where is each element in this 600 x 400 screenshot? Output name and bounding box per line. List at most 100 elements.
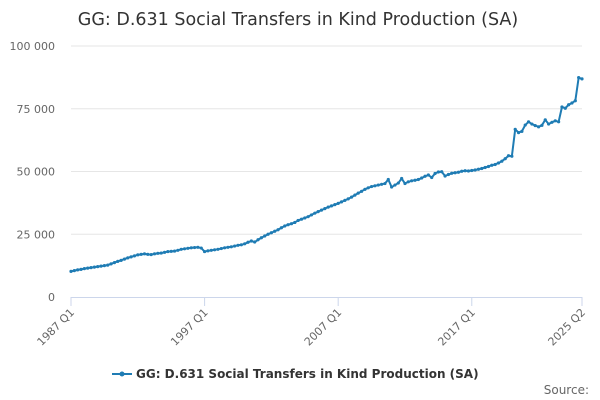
data-point[interactable] <box>176 248 180 252</box>
data-point[interactable] <box>430 175 434 180</box>
data-point[interactable] <box>196 245 200 249</box>
data-point[interactable] <box>166 249 170 254</box>
data-point[interactable] <box>116 259 120 263</box>
data-point[interactable] <box>503 157 507 161</box>
data-point[interactable] <box>299 217 304 221</box>
data-point[interactable] <box>563 106 567 110</box>
data-point[interactable] <box>219 246 223 251</box>
data-point[interactable] <box>236 243 240 247</box>
data-point[interactable] <box>426 173 430 177</box>
data-point[interactable] <box>386 177 390 182</box>
data-point[interactable] <box>92 265 96 269</box>
data-point[interactable] <box>540 123 544 127</box>
legend[interactable]: GG: D.631 Social Transfers in Kind Produ… <box>112 367 479 381</box>
data-point[interactable] <box>316 210 320 214</box>
data-point[interactable] <box>390 185 394 189</box>
data-point[interactable] <box>536 125 541 129</box>
data-point[interactable] <box>202 249 207 254</box>
data-point[interactable] <box>353 193 357 197</box>
data-point[interactable] <box>530 122 534 126</box>
data-point[interactable] <box>263 234 267 238</box>
data-point[interactable] <box>526 120 531 124</box>
series-line[interactable] <box>70 76 583 273</box>
data-point[interactable] <box>82 267 86 271</box>
data-point[interactable] <box>523 123 527 127</box>
data-point[interactable] <box>192 245 197 250</box>
data-point[interactable] <box>336 201 340 205</box>
data-point[interactable] <box>303 216 307 220</box>
data-point[interactable] <box>239 243 243 247</box>
data-point[interactable] <box>453 171 457 175</box>
data-point[interactable] <box>329 204 334 208</box>
data-point[interactable] <box>346 197 350 201</box>
data-point[interactable] <box>550 120 554 124</box>
data-point[interactable] <box>226 245 230 249</box>
data-point[interactable] <box>182 247 187 251</box>
data-point[interactable] <box>450 171 454 175</box>
data-point[interactable] <box>433 171 437 176</box>
data-point[interactable] <box>363 187 367 191</box>
data-point[interactable] <box>500 159 504 163</box>
data-point[interactable] <box>293 220 297 225</box>
data-point[interactable] <box>289 222 294 226</box>
data-point[interactable] <box>349 195 354 199</box>
data-point[interactable] <box>206 249 210 253</box>
data-point[interactable] <box>380 182 384 186</box>
data-point[interactable] <box>456 170 461 174</box>
data-point[interactable] <box>129 255 133 259</box>
data-point[interactable] <box>473 168 477 172</box>
data-point[interactable] <box>179 247 183 251</box>
data-point[interactable] <box>253 240 257 244</box>
data-point[interactable] <box>510 154 514 158</box>
data-point[interactable] <box>213 248 217 252</box>
data-point[interactable] <box>466 169 471 173</box>
legend-label[interactable]: GG: D.631 Social Transfers in Kind Produ… <box>136 367 479 381</box>
data-point[interactable] <box>463 169 467 173</box>
data-point[interactable] <box>296 218 300 223</box>
data-point[interactable] <box>443 174 447 178</box>
data-point[interactable] <box>373 184 377 188</box>
data-point[interactable] <box>276 228 280 232</box>
data-point[interactable] <box>343 198 347 202</box>
data-point[interactable] <box>577 76 581 80</box>
data-point[interactable] <box>216 247 220 251</box>
data-point[interactable] <box>333 203 337 207</box>
data-point[interactable] <box>146 252 150 256</box>
data-point[interactable] <box>413 178 417 182</box>
data-point[interactable] <box>460 169 464 173</box>
data-point[interactable] <box>249 239 253 243</box>
data-point[interactable] <box>209 248 213 252</box>
data-point[interactable] <box>156 251 160 255</box>
data-point[interactable] <box>76 268 80 272</box>
data-point[interactable] <box>446 172 451 177</box>
data-point[interactable] <box>506 154 511 158</box>
data-point[interactable] <box>162 250 167 254</box>
data-point[interactable] <box>376 183 380 187</box>
data-point[interactable] <box>520 129 524 133</box>
data-point[interactable] <box>483 165 487 170</box>
data-point[interactable] <box>96 265 100 269</box>
data-point[interactable] <box>149 252 153 257</box>
data-point[interactable] <box>493 162 497 167</box>
data-point[interactable] <box>273 229 277 233</box>
data-point[interactable] <box>109 262 113 266</box>
data-point[interactable] <box>106 263 110 267</box>
data-point[interactable] <box>496 161 501 165</box>
data-point[interactable] <box>266 232 270 236</box>
data-point[interactable] <box>269 231 273 235</box>
data-point[interactable] <box>573 99 577 103</box>
data-point[interactable] <box>139 252 143 256</box>
data-point[interactable] <box>533 123 537 128</box>
data-point[interactable] <box>480 166 484 171</box>
data-point[interactable] <box>436 170 440 174</box>
data-point[interactable] <box>72 269 76 273</box>
data-point[interactable] <box>159 251 163 255</box>
data-point[interactable] <box>99 264 103 268</box>
data-point[interactable] <box>403 181 407 186</box>
data-point[interactable] <box>470 168 474 173</box>
data-point[interactable] <box>366 186 370 190</box>
data-point[interactable] <box>410 179 414 183</box>
data-point[interactable] <box>186 246 190 250</box>
data-point[interactable] <box>416 177 420 182</box>
data-point[interactable] <box>243 242 247 246</box>
